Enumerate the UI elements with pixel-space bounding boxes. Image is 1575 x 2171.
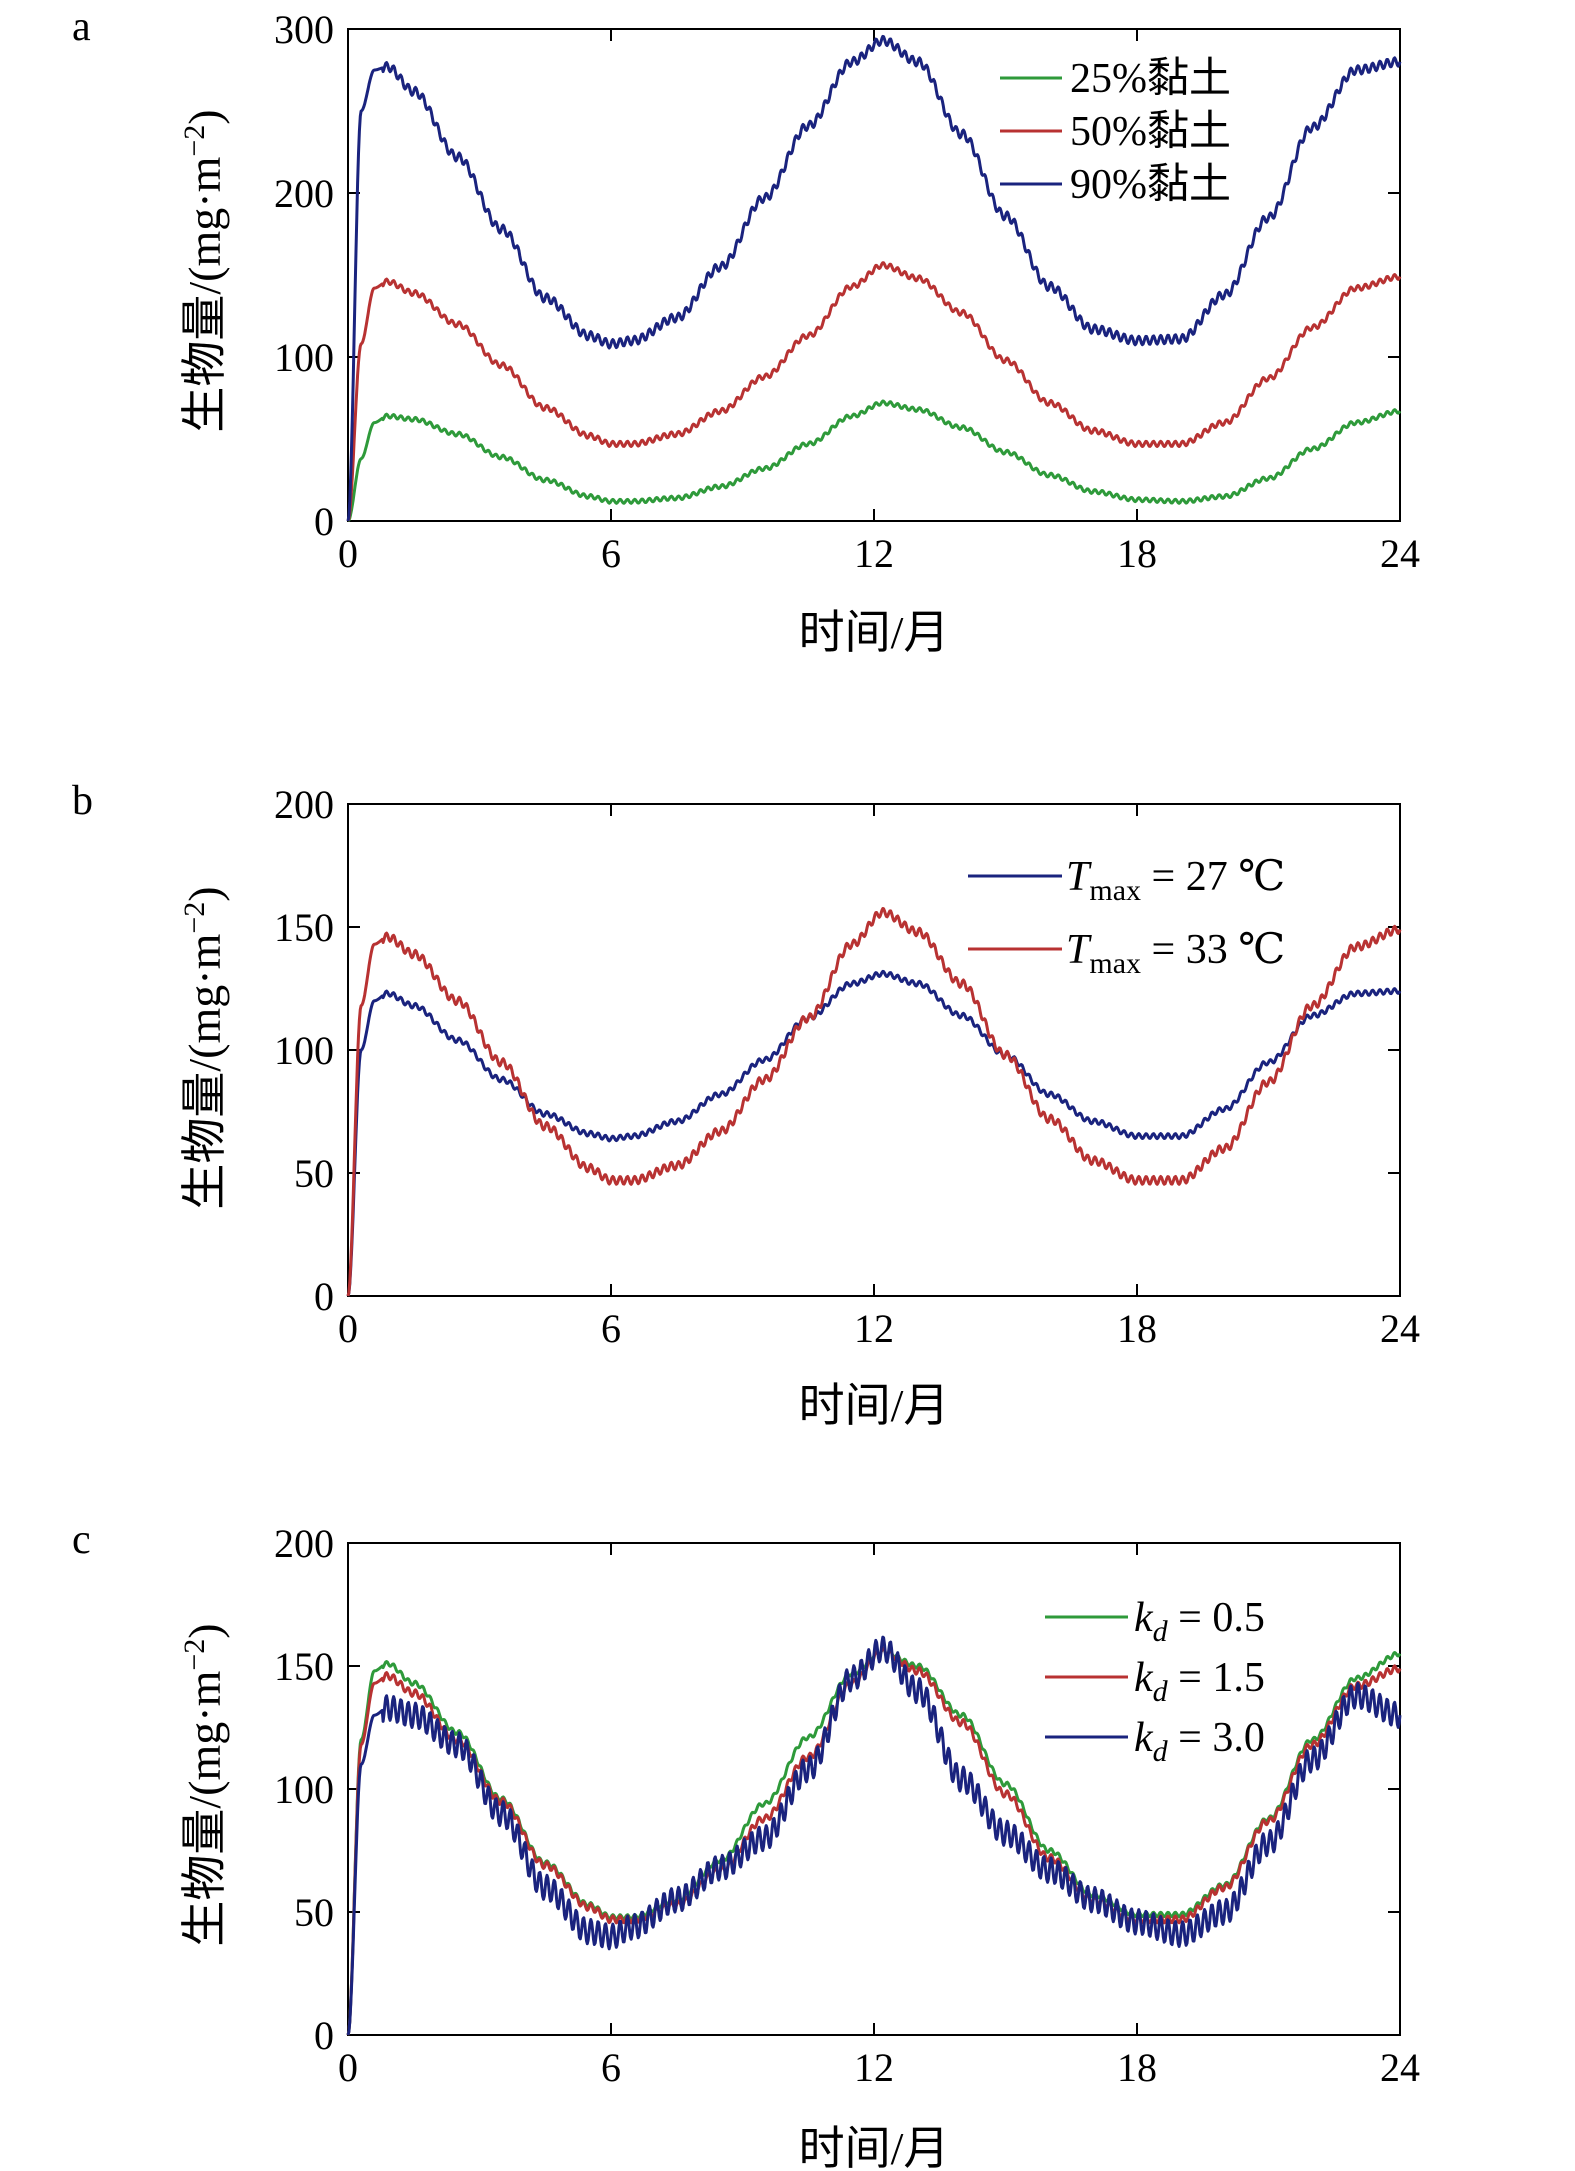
x-tick-label: 6 — [601, 2045, 621, 2090]
y-tick-label: 0 — [314, 2013, 334, 2058]
x-tick-label: 12 — [854, 2045, 894, 2090]
x-tick-label: 24 — [1380, 2045, 1420, 2090]
x-tick-label: 6 — [601, 1306, 621, 1351]
panel-b: b 0 6 12 18 24 0 50 100 150 200 Tmax = 27 ℃ Tmax = … — [72, 778, 1420, 1431]
panel-a-label: a — [72, 4, 91, 50]
series-line-1 — [346, 969, 1402, 1297]
y-tick-label: 0 — [314, 499, 334, 544]
x-tick-label: 0 — [338, 2045, 358, 2090]
series-line-2 — [346, 907, 1402, 1297]
series-line-2 — [346, 1646, 1402, 2036]
legend-label: kd = 0.5 — [1134, 1595, 1265, 1648]
legend-label: Tmax = 33 ℃ — [1066, 927, 1285, 980]
legend-label: 50%黏土 — [1070, 109, 1231, 155]
series-line-1 — [346, 1647, 1402, 2036]
y-tick-label: 150 — [274, 905, 334, 950]
x-tick-label: 24 — [1380, 531, 1420, 576]
y-tick-label: 200 — [274, 1521, 334, 1566]
panel-b-plot: 0 6 12 18 24 0 50 100 150 200 Tmax = 27 ℃ Tmax = 33… — [274, 782, 1420, 1351]
panel-a-plot: 0 6 12 18 24 0 100 200 300 25%黏土 50%黏土 90%黏土 — [274, 7, 1420, 576]
y-tick-label: 150 — [274, 1644, 334, 1689]
panel-c-label: c — [72, 1517, 91, 1563]
y-tick-label: 0 — [314, 1274, 334, 1319]
y-tick-label: 200 — [274, 171, 334, 216]
x-tick-label: 18 — [1117, 1306, 1157, 1351]
x-tick-label: 0 — [338, 531, 358, 576]
series-line-1 — [347, 399, 1402, 523]
x-tick-label: 6 — [601, 531, 621, 576]
legend-label: 90%黏土 — [1070, 162, 1231, 208]
panel-c-plot: 0 6 12 18 24 0 50 100 150 200 kd = 0.5 kd = 1.5 kd =… — [274, 1521, 1420, 2090]
panel-c-x-axis-title: 时间/月 — [799, 2123, 950, 2171]
panel-c: c 0 6 12 18 24 0 50 100 150 200 kd = 0.5 kd = 1.5 kd… — [72, 1517, 1420, 2171]
y-tick-label: 100 — [274, 1028, 334, 1073]
x-tick-label: 12 — [854, 531, 894, 576]
panel-a: a 0 6 12 18 24 0 100 200 300 25%黏土 50%黏土 90%黏土 时间/月… — [72, 4, 1420, 658]
panel-a-x-axis-title: 时间/月 — [799, 607, 950, 658]
x-tick-label: 12 — [854, 1306, 894, 1351]
panel-b-x-axis-title: 时间/月 — [799, 1380, 950, 1431]
y-tick-label: 50 — [294, 1890, 334, 1935]
legend-label: kd = 1.5 — [1134, 1655, 1265, 1708]
legend-label: kd = 3.0 — [1134, 1715, 1265, 1768]
series-line-2 — [346, 261, 1402, 522]
y-tick-label: 100 — [274, 1767, 334, 1812]
y-tick-label: 100 — [274, 335, 334, 380]
y-tick-label: 50 — [294, 1151, 334, 1196]
panel-c-y-axis-title: 生物量/(mg·m−2) — [178, 1623, 230, 1946]
panel-b-y-axis-title: 生物量/(mg·m−2) — [178, 886, 230, 1209]
y-tick-label: 200 — [274, 782, 334, 827]
legend-label: Tmax = 27 ℃ — [1066, 854, 1285, 907]
panel-a-y-axis-title: 生物量/(mg·m−2) — [178, 109, 230, 432]
x-tick-label: 0 — [338, 1306, 358, 1351]
series-line-3 — [346, 1635, 1402, 2036]
panel-b-label: b — [72, 778, 93, 824]
x-tick-label: 18 — [1117, 531, 1157, 576]
x-tick-label: 18 — [1117, 2045, 1157, 2090]
x-tick-label: 24 — [1380, 1306, 1420, 1351]
panel-a-plot-frame — [347, 28, 1401, 522]
y-tick-label: 300 — [274, 7, 334, 52]
legend-label: 25%黏土 — [1070, 56, 1231, 102]
series-line-3 — [346, 34, 1402, 522]
